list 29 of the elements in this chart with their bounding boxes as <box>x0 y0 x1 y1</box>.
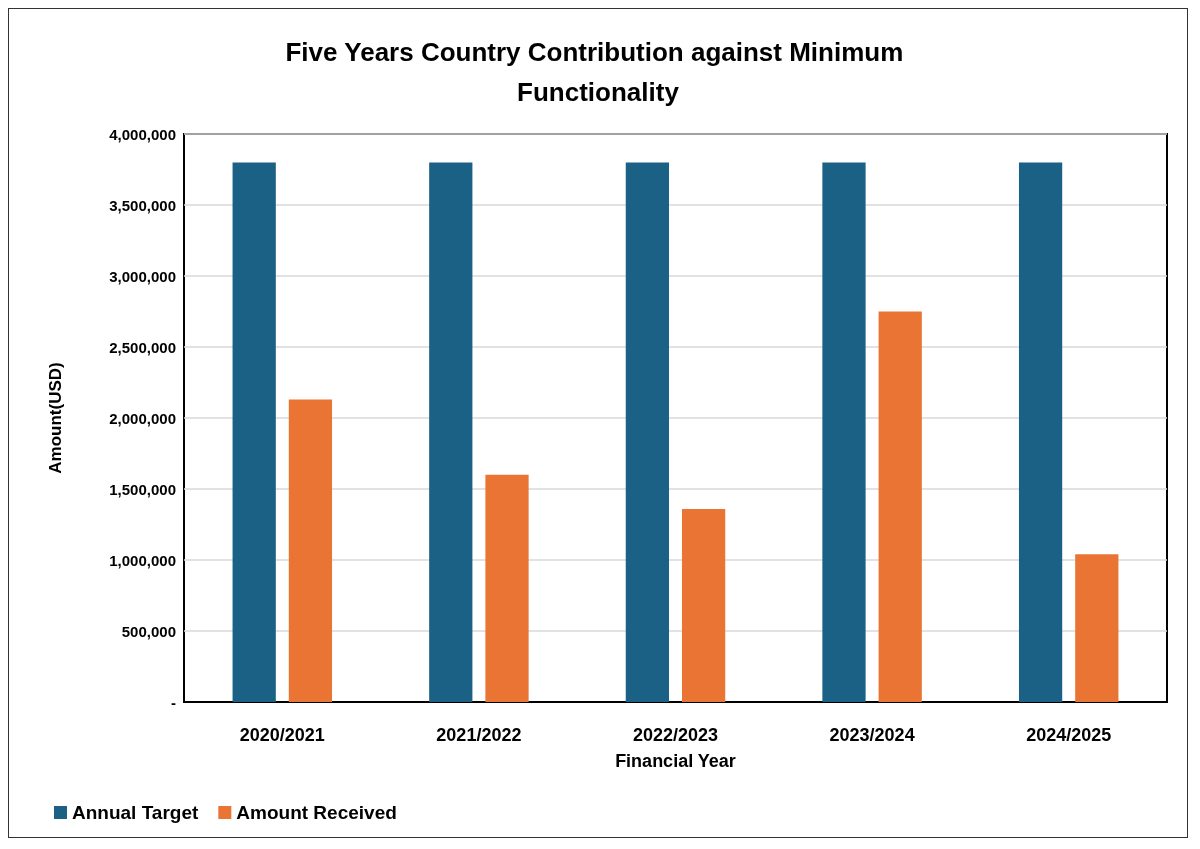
y-tick-label: 4,000,000 <box>109 125 176 143</box>
y-tick-label: 2,000,000 <box>109 409 176 427</box>
chart-title: Five Years Country Contribution against Minimum Functionality <box>285 37 911 107</box>
y-tick-label: 1,000,000 <box>109 551 176 569</box>
bar <box>822 162 866 702</box>
x-tick-label: 2022/2023 <box>632 725 719 745</box>
x-tick-label: 2023/2024 <box>829 725 915 745</box>
bar <box>878 311 922 702</box>
y-axis-title: Amount(USD) <box>46 362 65 474</box>
bar <box>288 399 333 702</box>
x-tick-label: 2021/2022 <box>436 725 522 745</box>
y-tick-label: 500,000 <box>121 622 176 640</box>
x-tick-label: 2020/2021 <box>239 725 325 745</box>
y-tick-label: 1,500,000 <box>109 480 176 498</box>
y-tick-label: 3,500,000 <box>109 196 176 214</box>
legend-label: Annual Target <box>72 802 199 823</box>
y-tick-label: - <box>171 693 176 711</box>
y-tick-label: 2,500,000 <box>109 338 176 356</box>
legend-label: Amount Received <box>236 802 397 823</box>
bar <box>625 162 670 702</box>
y-tick-label: 3,000,000 <box>109 267 176 285</box>
x-tick-label: 2024/2025 <box>1026 725 1112 745</box>
x-axis-title: Financial Year <box>615 751 736 771</box>
bar <box>1075 554 1119 702</box>
bar <box>681 508 726 702</box>
bar <box>232 162 276 702</box>
bar <box>429 162 473 702</box>
bar <box>1018 162 1063 702</box>
bar <box>485 474 529 702</box>
